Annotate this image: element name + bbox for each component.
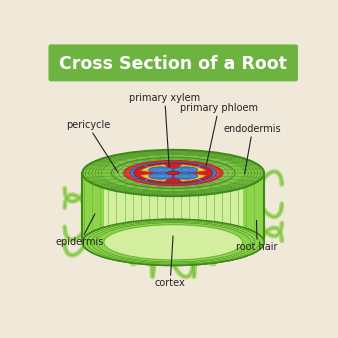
- Ellipse shape: [82, 150, 264, 196]
- Ellipse shape: [167, 171, 180, 175]
- Ellipse shape: [130, 162, 216, 184]
- Polygon shape: [147, 173, 199, 183]
- Polygon shape: [104, 173, 243, 242]
- Polygon shape: [173, 173, 206, 181]
- Polygon shape: [173, 165, 206, 173]
- Text: epidermis: epidermis: [56, 214, 104, 247]
- Ellipse shape: [112, 157, 235, 189]
- Ellipse shape: [174, 167, 198, 173]
- Ellipse shape: [174, 173, 198, 179]
- Polygon shape: [141, 173, 173, 181]
- Ellipse shape: [82, 219, 264, 265]
- Polygon shape: [134, 166, 173, 179]
- Polygon shape: [173, 166, 213, 179]
- Ellipse shape: [149, 167, 173, 173]
- Ellipse shape: [149, 173, 173, 179]
- FancyBboxPatch shape: [48, 44, 298, 81]
- Polygon shape: [141, 165, 173, 173]
- Ellipse shape: [82, 219, 264, 265]
- Text: pericycle: pericycle: [66, 120, 118, 172]
- Text: cortex: cortex: [155, 236, 186, 288]
- Text: Cross Section of a Root: Cross Section of a Root: [59, 55, 287, 73]
- Ellipse shape: [124, 161, 223, 186]
- Ellipse shape: [104, 225, 243, 260]
- Text: primary phloem: primary phloem: [180, 103, 258, 166]
- Text: endodermis: endodermis: [224, 124, 281, 174]
- Text: primary xylem: primary xylem: [129, 93, 200, 167]
- Polygon shape: [147, 163, 199, 173]
- Text: root hair: root hair: [236, 220, 278, 252]
- Polygon shape: [82, 173, 264, 242]
